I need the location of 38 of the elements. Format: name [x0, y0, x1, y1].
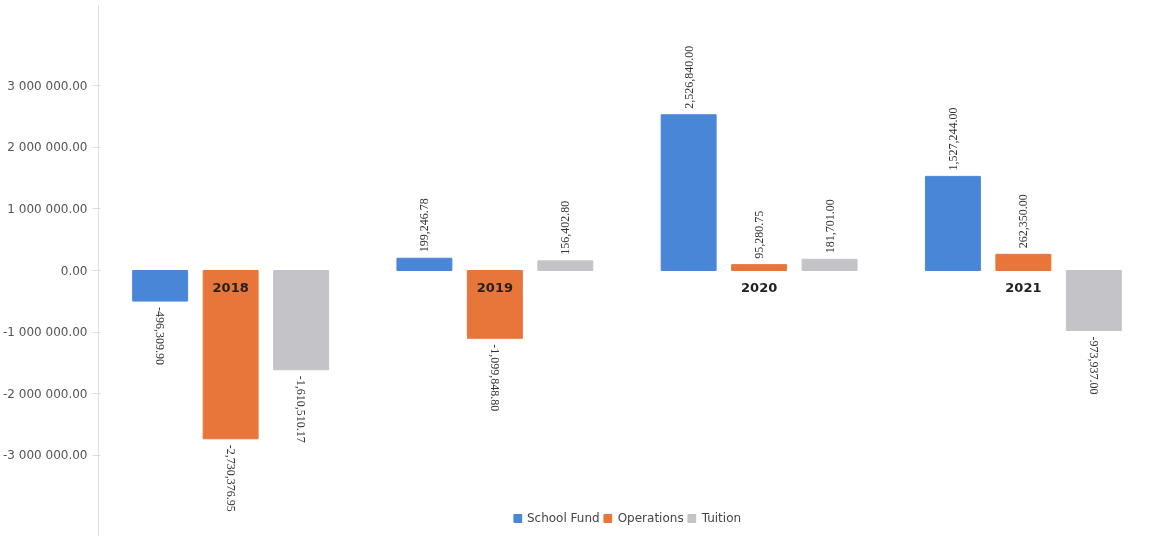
bar	[466, 270, 523, 339]
data-label: -496,309.90	[153, 307, 168, 366]
y-tick-label: 1 000 000.00	[7, 201, 88, 216]
data-label: 1,527,244.00	[945, 107, 960, 171]
x-tick-label: 2020	[741, 279, 778, 295]
data-label: 181,701.00	[822, 199, 837, 254]
legend-label: School Fund	[526, 511, 600, 525]
y-tick-label: -2 000 000.00	[3, 386, 88, 401]
data-label: 199,246.78	[417, 198, 432, 253]
data-label: -973,937.00	[1086, 336, 1101, 395]
data-label: -2,730,376.95	[223, 444, 238, 512]
bar	[273, 270, 330, 371]
bar	[1065, 270, 1122, 332]
bar	[396, 257, 453, 271]
y-tick-label: 3 000 000.00	[7, 78, 88, 93]
data-label: 95,280.75	[752, 210, 767, 259]
data-label: -1,610,510.17	[294, 375, 309, 443]
legend-label: Operations	[617, 511, 684, 525]
bar	[924, 175, 981, 271]
bar	[537, 260, 594, 271]
bar	[995, 253, 1052, 271]
bar	[731, 264, 788, 271]
data-label: -1,099,848.80	[487, 344, 502, 412]
y-tick-label: 0.00	[60, 263, 88, 278]
x-tick-label: 2018	[212, 279, 249, 295]
y-tick-label: -1 000 000.00	[3, 325, 88, 340]
x-tick-label: 2019	[476, 279, 513, 295]
bar	[202, 270, 259, 440]
legend-label: Tuition	[701, 511, 742, 525]
bar	[660, 114, 717, 271]
data-label: 156,402.80	[558, 200, 573, 255]
x-tick-label: 2021	[1005, 279, 1042, 295]
y-tick-label: 2 000 000.00	[7, 140, 88, 155]
bar	[801, 258, 858, 271]
bar	[132, 270, 189, 302]
data-label: 262,350.00	[1016, 194, 1031, 249]
y-tick-label: -3 000 000.00	[3, 448, 88, 463]
data-label: 2,526,840.00	[681, 45, 696, 109]
